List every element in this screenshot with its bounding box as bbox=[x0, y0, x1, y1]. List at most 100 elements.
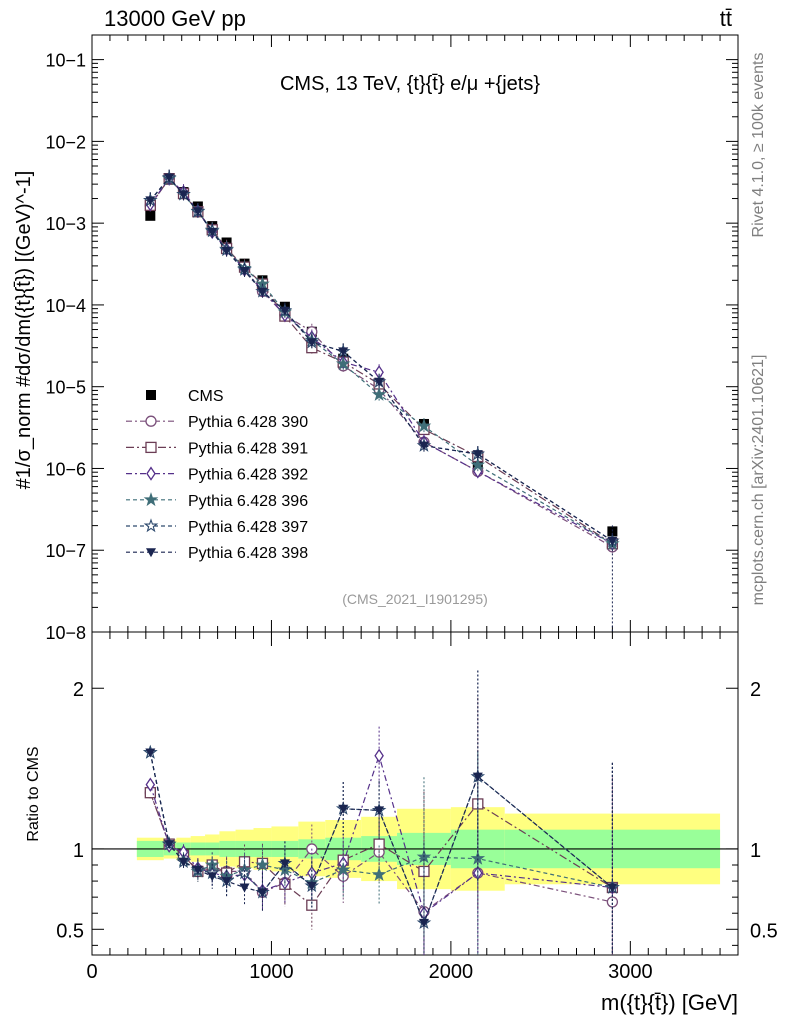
ratio-point bbox=[418, 918, 429, 928]
legend-label: CMS bbox=[188, 388, 224, 405]
x-tick-label: 1000 bbox=[249, 961, 294, 983]
header-right-label: tt̄ bbox=[720, 6, 732, 31]
ratio-y-axis-label: Ratio to CMS bbox=[25, 746, 42, 841]
data-point bbox=[335, 356, 351, 371]
legend-entry-pythia-6-428-390: Pythia 6.428 390 bbox=[126, 414, 308, 431]
data-point bbox=[207, 227, 218, 237]
data-point bbox=[338, 347, 349, 357]
data-point bbox=[145, 196, 156, 206]
legend-marker bbox=[145, 415, 157, 427]
mcplots-source-label: mcplots.cern.ch [arXiv:2401.10621] bbox=[750, 355, 767, 606]
legend-entry-pythia-6-428-397: Pythia 6.428 397 bbox=[126, 518, 308, 536]
data-point bbox=[418, 441, 429, 451]
ratio-point bbox=[239, 883, 250, 893]
legend-label: Pythia 6.428 398 bbox=[188, 545, 308, 562]
data-point bbox=[374, 377, 385, 387]
header-left-label: 13000 GeV pp bbox=[104, 6, 246, 31]
ratio-y-tick-label-right: 0.5 bbox=[750, 920, 778, 942]
legend-marker bbox=[145, 441, 157, 454]
data-point bbox=[371, 386, 387, 401]
data-point bbox=[239, 266, 250, 276]
data-point bbox=[145, 210, 156, 221]
main-y-tick-label: 10−1 bbox=[45, 51, 86, 71]
ratio-y-tick-label-right: 1 bbox=[750, 840, 761, 862]
main-y-tick-label: 10−7 bbox=[45, 541, 86, 561]
ratio-point bbox=[607, 883, 618, 893]
ratio-point bbox=[164, 840, 175, 850]
ratio-series-pythia-6-428-398 bbox=[145, 670, 618, 955]
legend-label: Pythia 6.428 396 bbox=[188, 493, 308, 510]
series-pythia-6-428-398 bbox=[145, 169, 618, 549]
rivet-version-label: Rivet 4.1.0, ≥ 100k events bbox=[750, 53, 767, 238]
main-y-tick-label: 10−4 bbox=[45, 296, 86, 316]
ratio-point bbox=[257, 888, 268, 898]
legend-entry-pythia-6-428-391: Pythia 6.428 391 bbox=[126, 440, 308, 457]
ratio-point bbox=[338, 804, 349, 814]
legend-marker bbox=[143, 518, 159, 533]
data-point bbox=[306, 338, 317, 348]
legend-entry-cms: CMS bbox=[146, 388, 224, 405]
legend-label: Pythia 6.428 390 bbox=[188, 414, 308, 431]
ratio-y-tick-label: 0.5 bbox=[56, 920, 84, 942]
legend-label: Pythia 6.428 391 bbox=[188, 440, 308, 457]
ratio-series-group bbox=[143, 670, 620, 955]
ratio-y-tick-label-right: 2 bbox=[750, 679, 761, 701]
legend-entry-pythia-6-428-398: Pythia 6.428 398 bbox=[126, 545, 308, 562]
ratio-panel: 0.5 0.5 1 1 2 2 0 1000 2000 3000 Ratio to CMS m({… bbox=[25, 631, 778, 1015]
x-tick-label: 2000 bbox=[429, 961, 474, 983]
ratio-point bbox=[192, 865, 203, 875]
main-y-tick-label: 10−2 bbox=[45, 132, 86, 152]
ratio-point bbox=[255, 857, 270, 872]
legend-label: Pythia 6.428 397 bbox=[188, 519, 308, 536]
main-y-tick-label: 10−3 bbox=[45, 214, 86, 234]
ratio-axes: 0.5 0.5 1 1 2 2 0 1000 2000 3000 bbox=[56, 632, 778, 983]
legend-entry-pythia-6-428-396: Pythia 6.428 396 bbox=[126, 492, 308, 510]
main-panel: CMS, 13 TeV, {t}{t̄} e/μ +{jets} (CMS_20… bbox=[13, 34, 739, 643]
legend: CMS Pythia 6.428 390 Pythia 6.428 391 Pythi… bbox=[126, 388, 308, 562]
ratio-point bbox=[178, 857, 189, 867]
data-point bbox=[416, 418, 432, 433]
ratio-y-tick-label: 2 bbox=[73, 679, 84, 701]
ratio-point bbox=[145, 777, 156, 792]
legend-marker bbox=[143, 492, 159, 507]
legend-marker bbox=[146, 466, 156, 481]
data-point bbox=[221, 246, 232, 256]
main-y-axis-label: #1/σ_norm #dσ/dm({t}{t̄}) [(GeV)^-1] bbox=[13, 171, 35, 490]
series-line bbox=[149, 177, 613, 545]
x-tick-label: 0 bbox=[86, 961, 97, 983]
main-y-tick-label: 10−8 bbox=[45, 623, 86, 643]
main-title: CMS, 13 TeV, {t}{t̄} e/μ +{jets} bbox=[280, 73, 540, 95]
data-point bbox=[178, 190, 189, 200]
ratio-point bbox=[207, 872, 218, 882]
main-y-tick-label: 10−6 bbox=[45, 459, 86, 479]
x-axis-label: m({t}{t̄}) [GeV] bbox=[601, 990, 738, 1015]
data-point bbox=[470, 457, 486, 472]
ratio-point bbox=[606, 896, 619, 908]
data-point bbox=[472, 450, 483, 460]
x-tick-label: 3000 bbox=[608, 961, 653, 983]
analysis-watermark: (CMS_2021_I1901295) bbox=[342, 591, 488, 607]
ratio-y-tick-label: 1 bbox=[73, 840, 84, 862]
main-series-group bbox=[143, 169, 620, 632]
ratio-point bbox=[374, 806, 385, 816]
ratio-point bbox=[371, 867, 387, 881]
ratio-point bbox=[373, 838, 385, 850]
legend-label: Pythia 6.428 392 bbox=[188, 467, 308, 484]
ratio-point bbox=[470, 850, 486, 865]
legend-entry-pythia-6-428-392: Pythia 6.428 392 bbox=[126, 466, 308, 484]
main-y-axis: 10−8 10−7 10−6 10−5 10−4 10−3 10−2 10−1 bbox=[45, 34, 738, 643]
legend-marker bbox=[146, 390, 156, 400]
ratio-point bbox=[335, 862, 351, 877]
legend-marker bbox=[146, 548, 156, 558]
data-point bbox=[257, 287, 268, 297]
data-point bbox=[192, 207, 203, 217]
ratio-line bbox=[149, 752, 613, 925]
ratio-point bbox=[279, 859, 290, 869]
data-point bbox=[279, 306, 290, 316]
ratio-point bbox=[145, 748, 156, 758]
ratio-point bbox=[306, 881, 317, 891]
ratio-point bbox=[472, 772, 483, 782]
main-y-tick-label: 10−5 bbox=[45, 378, 86, 398]
